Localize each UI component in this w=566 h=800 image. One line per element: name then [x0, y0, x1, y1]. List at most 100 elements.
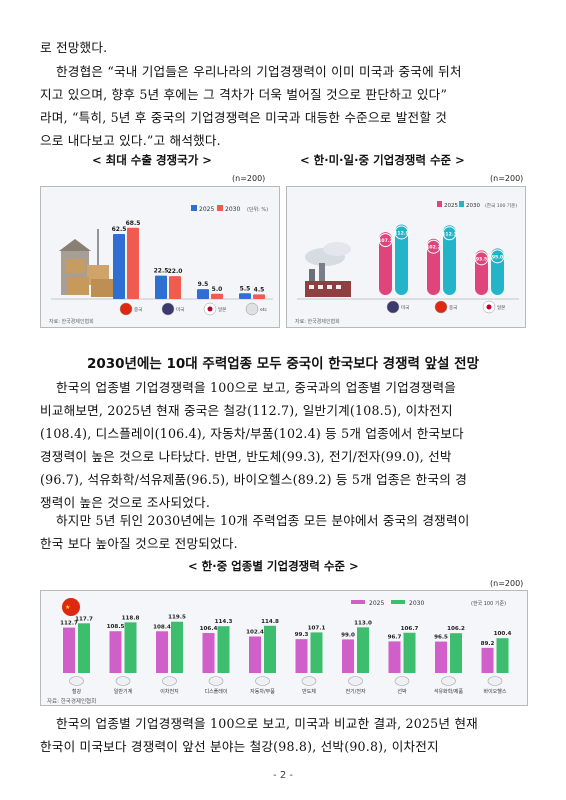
bar-2030-자동차/부품: [264, 625, 276, 673]
figure3-source: 자료: 한국경제인협회: [47, 697, 96, 705]
flag-dot: [486, 304, 492, 310]
bar-2030-선박: [403, 632, 416, 673]
data-label: 102.4: [246, 629, 264, 635]
data-label: 89.2: [481, 641, 495, 647]
legend-swatch-2030: [217, 205, 223, 211]
data-label: 22.0: [168, 268, 183, 275]
figure2-chart: 2025 2030 (한국 100 기준) 107.2 112.9 미국 102.2 1…: [286, 186, 526, 328]
text-line: 하지만 5년 뒤인 2030년에는 10개 주력업종 모든 분야에서 중국의 경…: [56, 513, 470, 528]
data-label: 112.7: [60, 621, 78, 627]
bar-2030-바이오헬스: [496, 638, 509, 673]
flag-icon: [119, 302, 133, 316]
industry-icon: [255, 676, 270, 686]
text-line: 비교해보면, 2025년 현재 중국은 철강(112.7), 일반기계(108.…: [40, 403, 453, 418]
bar-2030-일반기계: [124, 622, 137, 673]
data-label: 68.5: [126, 220, 141, 227]
data-label: 106.4: [200, 626, 218, 632]
industry-icon: [487, 676, 503, 686]
figure2-unit: (한국 100 기준): [485, 202, 517, 209]
data-label: 112.9: [394, 230, 409, 236]
bar-2025-미국: [379, 232, 392, 295]
industry-icon: [441, 676, 456, 686]
figure2-n-note: (n=200): [490, 174, 524, 183]
legend-swatch-2030: [459, 201, 464, 207]
text-line: 쟁력이 높은 것으로 조사되었다.: [40, 495, 211, 510]
flag-dot: [207, 306, 213, 312]
bar-2025-전기/전자: [342, 639, 354, 673]
figure3-legend: 2025 2030 (한국 100 기준): [351, 600, 506, 607]
bar-2025-이차전지: [156, 631, 168, 673]
data-label: 106.7: [401, 626, 419, 632]
figure3-caption: < 한·중 업종별 기업경쟁력 수준 >: [188, 559, 359, 573]
data-label: 96.7: [388, 634, 402, 640]
tick-label: 이차전지: [160, 688, 178, 695]
bar-2030-미국: [395, 224, 408, 295]
tick-label: etc: [260, 307, 268, 313]
data-label: 5.5: [240, 285, 251, 292]
industry-icon: [394, 676, 410, 686]
text-line: 라며, “특히, 5년 후 중국의 기업경쟁력은 미국과 대등한 수준으로 발전…: [40, 110, 448, 125]
tick-label: 석유화학/제품: [434, 688, 464, 695]
bar-2025-일반기계: [109, 631, 122, 673]
figure1-chart: 2025 2030 (단위: %) 62.5 68.5 중국 22.5 22.0 미국 9.…: [40, 186, 280, 328]
data-label: 119.5: [168, 615, 186, 621]
legend-label-2030: 2030: [466, 203, 480, 209]
text-line: 한경협은 “국내 기업들은 우리나라의 기업경쟁력이 이미 미국과 중국에 뒤처: [56, 64, 462, 79]
bar-2025-석유화학/제품: [435, 641, 447, 673]
legend-swatch-2030: [391, 600, 405, 604]
value-bubble: [378, 233, 393, 248]
bar-2025-중국: [113, 234, 125, 299]
value-bubble: [442, 226, 457, 241]
text-line: 으로 내다보고 있다.”고 해석했다.: [40, 133, 221, 148]
tick-label: 중국: [449, 305, 457, 311]
tick-label: 중국: [134, 307, 142, 313]
data-label: 62.5: [112, 226, 127, 233]
data-label: 117.7: [75, 616, 93, 622]
legend-label-2030: 2030: [409, 600, 424, 607]
data-label: 114.3: [215, 619, 233, 625]
china-flag-icon: ★: [62, 598, 80, 616]
section-heading: 2030년에는 10대 주력업종 모두 중국이 한국보다 경쟁력 앞설 전망: [86, 356, 480, 372]
data-label: 4.5: [254, 286, 265, 293]
data-label: 93.5: [476, 256, 487, 262]
flag-icon: [161, 302, 175, 316]
data-label: 22.5: [154, 268, 169, 275]
intro-text: 로 전망했다.: [40, 36, 530, 59]
figure1-legend: 2025 2030 (단위: %): [191, 205, 268, 213]
tick-label: 철강: [72, 688, 82, 695]
text-line: 지고 있으며, 향후 5년 후에는 그 격차가 더욱 벌어질 것으로 판단하고 …: [40, 87, 448, 102]
data-label: 108.5: [107, 624, 125, 630]
tick-label: 일반기계: [114, 688, 133, 695]
tick-label: 바이오헬스: [483, 688, 506, 695]
bar-2030-중국: [127, 227, 139, 299]
data-label: 95.0: [492, 254, 503, 260]
industry-icon: [301, 676, 317, 686]
svg-text:★: ★: [65, 604, 70, 611]
bar-2025-디스플레이: [202, 633, 215, 673]
tick-label: 선박: [397, 688, 407, 695]
text-line: 한국의 업종별 기업경쟁력을 100으로 보고, 미국과 비교한 결과, 202…: [56, 716, 478, 731]
bar-2030-반도체: [310, 632, 323, 673]
bar-2030-이차전지: [171, 621, 183, 673]
data-label: 113.0: [354, 620, 372, 626]
legend-label-2030: 2030: [225, 206, 240, 213]
figure1-n-note: (n=200): [232, 174, 266, 183]
flag-icon: [245, 302, 259, 316]
industry-icon: [115, 676, 131, 686]
bar-2030-석유화학/제품: [450, 633, 462, 673]
bar-2025-반도체: [295, 639, 308, 673]
figure1-source: 자료: 한국경제인협회: [49, 318, 94, 325]
figure1-unit: (단위: %): [247, 206, 268, 213]
value-bubble: [426, 239, 441, 254]
bar-2025-일본: [197, 289, 209, 299]
page-number: - 2 -: [273, 770, 293, 781]
bar-2030-전기/전자: [357, 627, 369, 673]
legend-label-2025: 2025: [444, 203, 458, 209]
data-label: 102.2: [426, 245, 441, 251]
tick-label: 일본: [497, 304, 505, 311]
legend-swatch-2025: [437, 201, 442, 207]
value-bubble: [490, 249, 505, 264]
text-line: (108.4), 디스플레이(106.4), 자동차/부품(102.4) 등 5…: [40, 426, 464, 441]
